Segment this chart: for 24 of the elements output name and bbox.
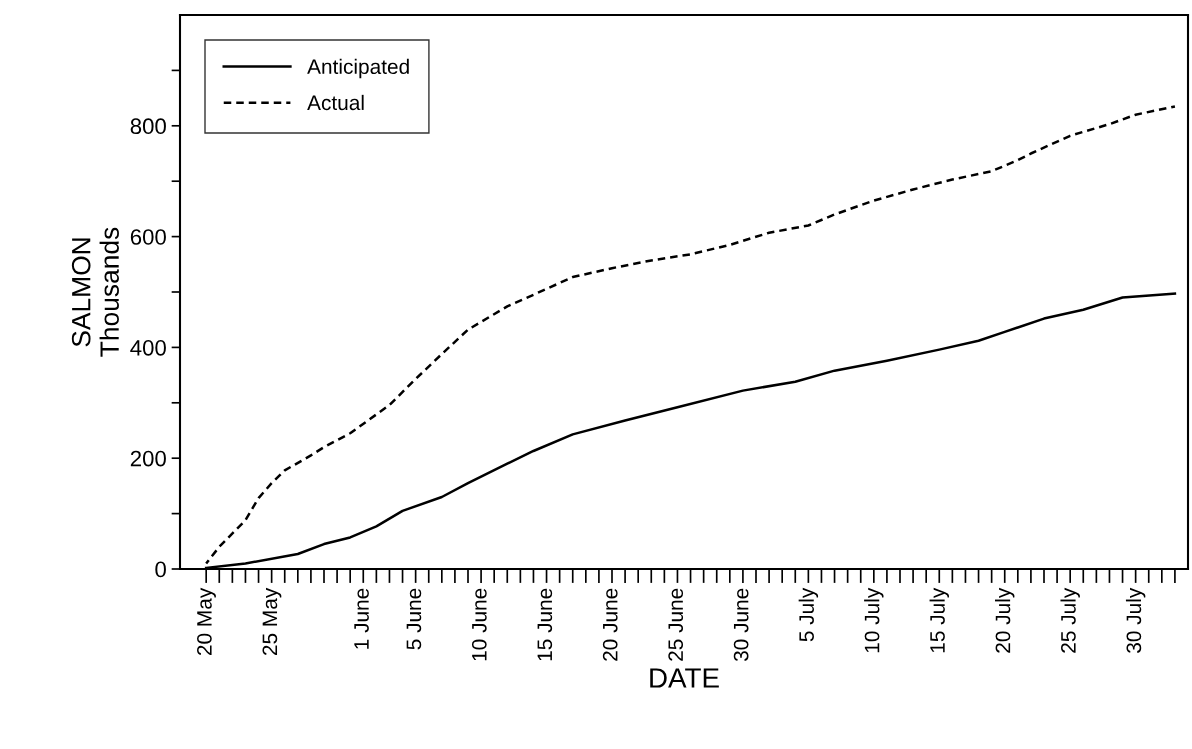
- x-tick-label: 25 June: [668, 588, 684, 661]
- x-tick-label: 30 June: [733, 588, 749, 662]
- x-tick-label: 15 June: [537, 588, 553, 661]
- x-axis-title: DATE: [650, 668, 719, 688]
- y-axis-title: SALMON Thousands: [71, 227, 119, 357]
- legend-label: Actual: [307, 94, 364, 111]
- y-tick-label: 400: [130, 339, 166, 356]
- y-tick-label: 600: [130, 229, 166, 245]
- legend-label: Anticipated: [307, 58, 409, 79]
- y-tick-label: 800: [130, 118, 166, 135]
- x-tick-label: 10 June: [471, 588, 487, 661]
- y-tick-label: 0: [155, 561, 166, 578]
- x-tick-label: 10 July: [864, 587, 884, 653]
- x-tick-label: 25 May: [262, 587, 282, 656]
- x-tick-label: 25 July: [1060, 587, 1080, 653]
- x-tick-label: 15 July: [929, 587, 949, 653]
- x-tick-label: 20 May: [197, 587, 216, 656]
- x-tick-label: 5 July: [798, 587, 819, 642]
- y-tick-label: 200: [130, 450, 166, 467]
- x-tick-label: 1 June: [354, 588, 369, 649]
- x-tick-label: 20 July: [995, 587, 1015, 653]
- x-tick-label: 20 June: [602, 588, 618, 661]
- x-tick-label: 5 June: [406, 588, 422, 650]
- x-tick-label: 30 July: [1125, 587, 1146, 653]
